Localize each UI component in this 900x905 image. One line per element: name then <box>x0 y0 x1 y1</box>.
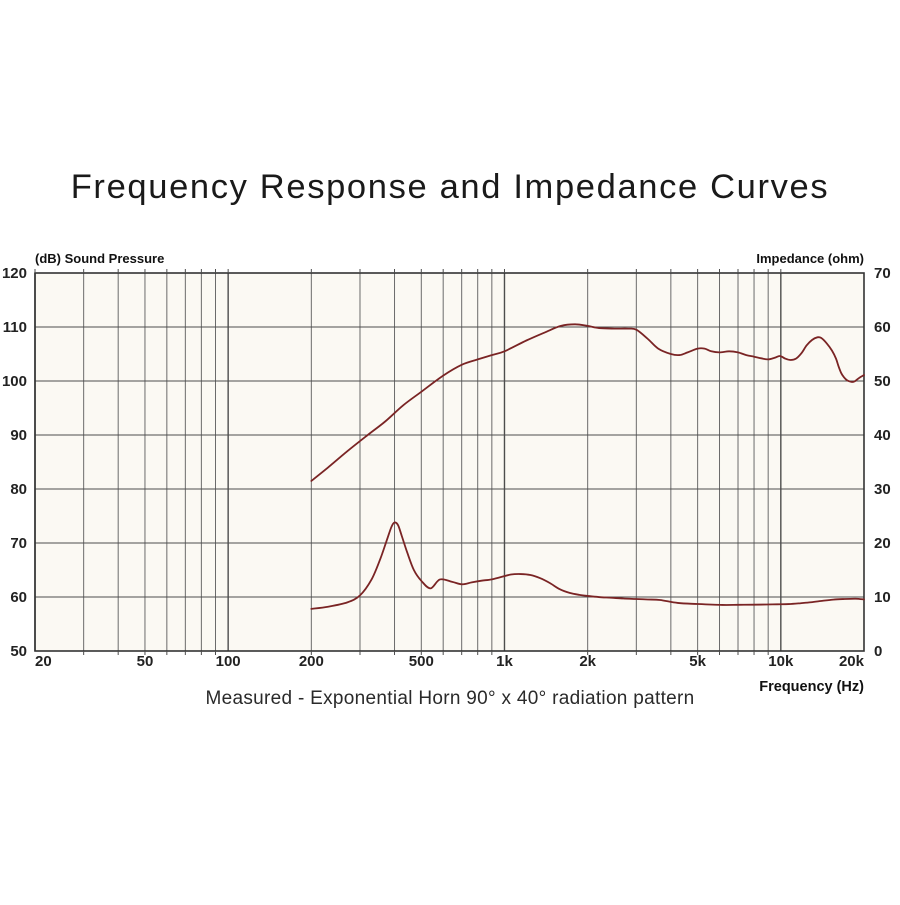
svg-text:100: 100 <box>216 653 241 670</box>
svg-text:60: 60 <box>10 589 27 606</box>
svg-text:Impedance (ohm): Impedance (ohm) <box>756 251 864 266</box>
svg-text:2k: 2k <box>579 653 596 670</box>
svg-text:500: 500 <box>409 653 434 670</box>
svg-text:1k: 1k <box>496 653 513 670</box>
svg-text:70: 70 <box>10 535 27 552</box>
svg-text:Frequency (Hz): Frequency (Hz) <box>759 679 864 695</box>
svg-text:110: 110 <box>3 319 27 336</box>
svg-text:20: 20 <box>874 535 891 552</box>
svg-text:50: 50 <box>10 643 27 660</box>
svg-text:60: 60 <box>874 319 891 336</box>
svg-text:0: 0 <box>874 643 882 660</box>
svg-text:5k: 5k <box>689 653 706 670</box>
svg-text:10k: 10k <box>768 653 794 670</box>
svg-text:50: 50 <box>874 373 891 390</box>
svg-text:90: 90 <box>10 427 27 444</box>
svg-text:80: 80 <box>10 481 27 498</box>
svg-text:200: 200 <box>299 653 324 670</box>
svg-text:100: 100 <box>2 373 27 390</box>
svg-text:(dB) Sound Pressure: (dB) Sound Pressure <box>35 251 164 266</box>
svg-text:10: 10 <box>874 589 891 606</box>
svg-text:40: 40 <box>874 427 891 444</box>
svg-text:50: 50 <box>137 653 154 670</box>
svg-text:30: 30 <box>874 481 891 498</box>
svg-text:20k: 20k <box>839 653 865 670</box>
svg-text:70: 70 <box>874 265 891 282</box>
svg-text:20: 20 <box>35 653 52 670</box>
svg-text:120: 120 <box>2 265 27 282</box>
